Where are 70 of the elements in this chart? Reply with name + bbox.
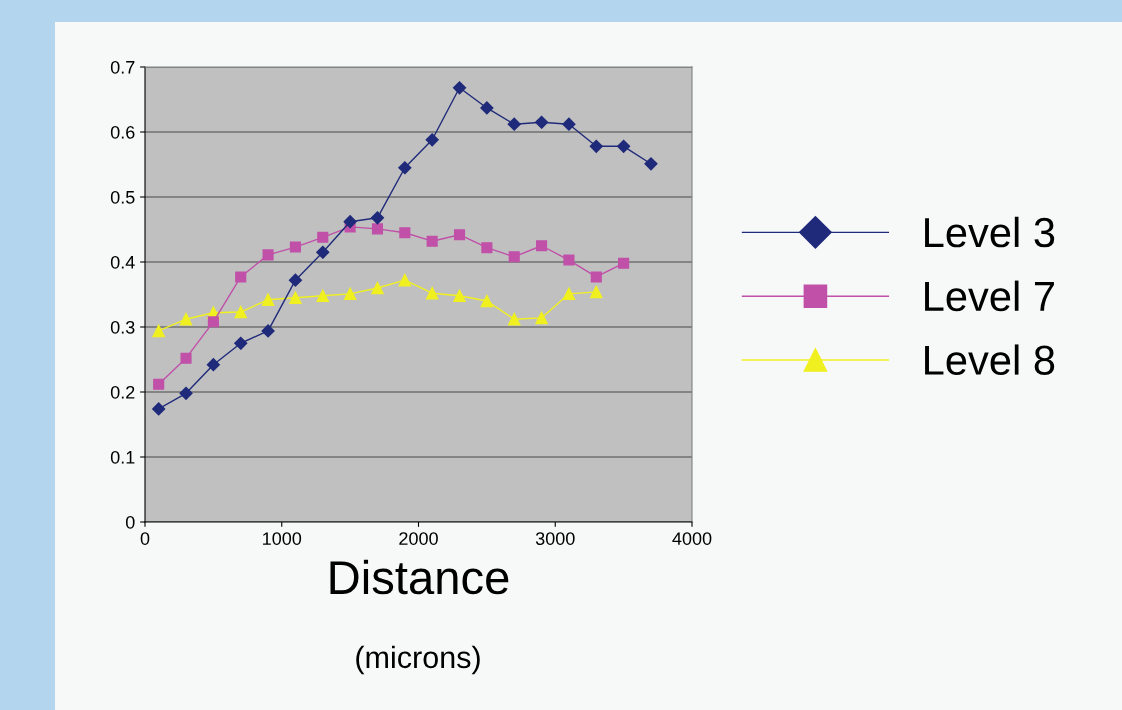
point: [234, 336, 248, 350]
point: [508, 251, 520, 263]
point: [343, 215, 357, 229]
point: [153, 378, 165, 390]
y-tick-label: 0: [125, 515, 135, 529]
point: [370, 211, 385, 225]
point: [180, 352, 192, 364]
point: [425, 133, 439, 147]
point: [507, 312, 521, 326]
legend-label: Level 8: [925, 344, 1055, 376]
point: [426, 235, 438, 247]
point: [536, 240, 548, 252]
point: [562, 117, 576, 131]
point: [644, 157, 658, 171]
point: [152, 324, 165, 338]
y-tick-label: 0.5: [110, 190, 135, 204]
y-tick-label: 0.3: [110, 320, 135, 334]
x-tick-label: 4000: [672, 532, 712, 545]
point: [371, 281, 384, 295]
point: [234, 305, 247, 319]
point: [262, 249, 274, 261]
legend-label: Level 3: [925, 216, 1055, 248]
point: [618, 257, 630, 269]
x-tick-label: 0: [140, 532, 150, 545]
y-tick-label: 0.2: [110, 385, 135, 399]
point: [179, 312, 193, 326]
legend-label: Level 7: [925, 280, 1054, 312]
point: [399, 227, 411, 239]
y-tick-label: 0.4: [110, 255, 135, 269]
point: [289, 291, 302, 305]
point: [207, 316, 219, 328]
point: [316, 245, 330, 259]
point: [371, 223, 384, 235]
point: [343, 287, 357, 301]
y-tick-label: 0.1: [110, 450, 135, 464]
x-tick-label: 2000: [399, 532, 438, 545]
point: [534, 115, 549, 129]
x-tick-label: 3000: [535, 532, 575, 545]
point: [261, 324, 275, 338]
point: [452, 81, 467, 95]
point: [480, 101, 494, 115]
point: [317, 231, 329, 243]
point: [316, 289, 330, 303]
x-tick-label: 1000: [263, 532, 302, 545]
text: (microns): [356, 645, 480, 675]
point: [289, 241, 301, 253]
point: [453, 289, 466, 303]
x-axis-title: Distance: [330, 559, 509, 595]
point: [617, 139, 631, 153]
point: [535, 311, 548, 325]
point: [590, 285, 603, 299]
point: [398, 161, 412, 175]
point: [152, 402, 166, 416]
point: [179, 386, 193, 400]
point: [481, 242, 493, 254]
point: [563, 254, 575, 266]
point: [398, 273, 412, 287]
point: [589, 139, 603, 153]
point: [590, 271, 602, 283]
y-tick-label: 0.6: [110, 125, 135, 139]
point: [480, 294, 494, 308]
y-tick-label: 0.7: [110, 60, 135, 74]
point: [235, 271, 247, 283]
point: [562, 287, 576, 301]
point: [507, 117, 521, 131]
point: [453, 229, 466, 241]
point: [288, 273, 303, 287]
point: [206, 358, 220, 372]
point: [261, 293, 275, 306]
point: [425, 286, 439, 300]
